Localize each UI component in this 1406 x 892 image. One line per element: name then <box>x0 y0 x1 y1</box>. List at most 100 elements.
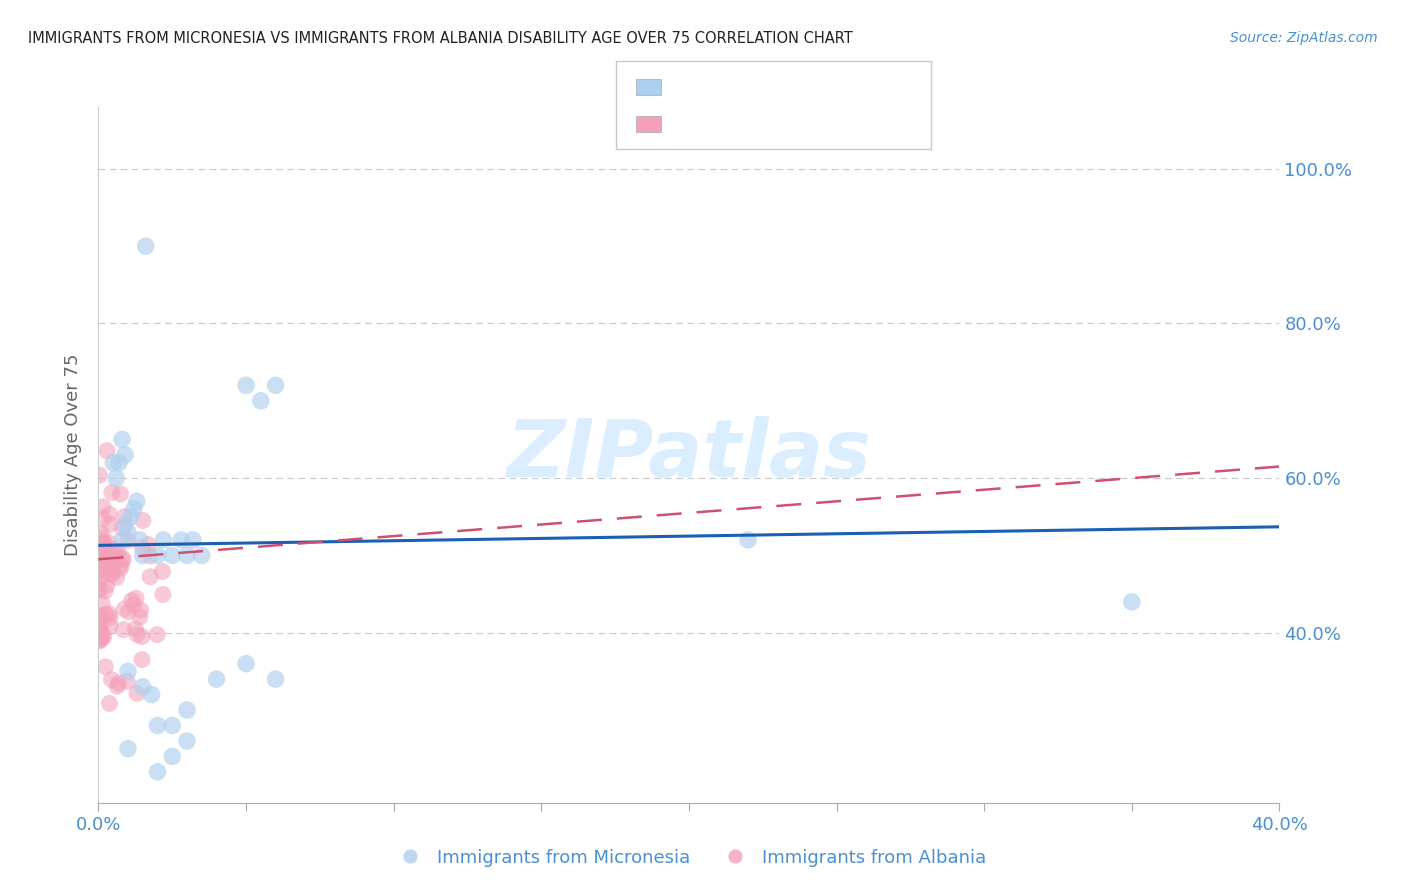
Point <box>89 468 111 483</box>
Point <box>139 549 162 563</box>
Text: R =: R = <box>672 114 711 132</box>
Point <box>146 627 169 641</box>
Point <box>91 500 114 514</box>
Point <box>96 443 118 458</box>
Point <box>121 593 143 607</box>
Point <box>100 673 122 687</box>
Point <box>90 569 112 583</box>
Point <box>93 541 115 555</box>
Legend: Immigrants from Micronesia, Immigrants from Albania: Immigrants from Micronesia, Immigrants f… <box>384 841 994 874</box>
Point <box>110 558 132 573</box>
Point <box>90 632 112 647</box>
Point <box>135 239 157 253</box>
Point <box>94 537 117 551</box>
Point <box>98 507 121 521</box>
Point <box>93 536 115 550</box>
Point <box>101 555 124 569</box>
Point <box>90 608 112 623</box>
Point <box>737 533 759 547</box>
Point <box>136 537 159 551</box>
Point <box>117 674 139 689</box>
Point <box>93 562 115 576</box>
Point <box>93 553 115 567</box>
Point <box>90 625 112 640</box>
Point <box>89 558 111 572</box>
Point <box>87 582 110 597</box>
Point <box>132 513 155 527</box>
Text: R =: R = <box>672 78 711 95</box>
Point <box>94 607 117 622</box>
Point <box>87 619 110 633</box>
Point <box>91 512 114 526</box>
Point <box>122 502 145 516</box>
Point <box>117 665 139 679</box>
Point <box>117 741 139 756</box>
Point <box>96 578 118 592</box>
Point <box>96 548 118 562</box>
Point <box>90 625 112 640</box>
Point <box>181 533 204 547</box>
Point <box>131 652 153 666</box>
Point <box>90 571 112 585</box>
Point <box>125 494 148 508</box>
Point <box>97 535 120 549</box>
Point <box>114 517 136 532</box>
Text: N =: N = <box>756 114 814 132</box>
Point <box>125 686 148 700</box>
Point <box>90 610 112 624</box>
Point <box>105 471 128 485</box>
Point <box>235 657 257 671</box>
Point <box>124 622 146 636</box>
Point <box>90 531 112 545</box>
Point <box>117 533 139 548</box>
Point <box>103 456 125 470</box>
Point <box>125 627 148 641</box>
Point <box>94 660 117 674</box>
Point <box>93 630 115 644</box>
Point <box>114 509 136 524</box>
Point <box>122 598 145 612</box>
Point <box>111 551 134 566</box>
Point <box>94 584 117 599</box>
Point <box>90 541 112 556</box>
Point <box>139 570 162 584</box>
Point <box>264 672 287 686</box>
Point <box>128 533 150 547</box>
Point <box>105 551 128 566</box>
Point <box>101 485 124 500</box>
Point <box>146 764 169 779</box>
Point <box>110 487 132 501</box>
Point <box>91 597 114 611</box>
Point <box>152 565 174 579</box>
Point <box>191 549 214 563</box>
Point <box>235 378 257 392</box>
Point <box>111 521 134 535</box>
Point <box>90 544 112 558</box>
Point <box>101 565 124 579</box>
Point <box>98 607 121 621</box>
Point <box>117 525 139 540</box>
Point <box>176 703 198 717</box>
Point <box>111 553 134 567</box>
Point <box>110 561 132 575</box>
Point <box>98 611 121 625</box>
Text: Source: ZipAtlas.com: Source: ZipAtlas.com <box>1230 31 1378 45</box>
Y-axis label: Disability Age Over 75: Disability Age Over 75 <box>65 353 83 557</box>
Point <box>101 567 124 582</box>
Point <box>264 378 287 392</box>
Point <box>152 587 174 601</box>
Text: N =: N = <box>756 78 814 95</box>
Point <box>114 602 136 616</box>
Point <box>128 610 150 624</box>
Point <box>105 570 128 584</box>
Point <box>146 718 169 732</box>
Point <box>104 546 127 560</box>
Point <box>162 718 183 732</box>
Point <box>132 680 155 694</box>
Point <box>120 509 142 524</box>
Point <box>129 603 152 617</box>
Point <box>107 545 129 559</box>
Point <box>93 544 115 558</box>
Point <box>176 549 198 563</box>
Point <box>89 619 111 633</box>
